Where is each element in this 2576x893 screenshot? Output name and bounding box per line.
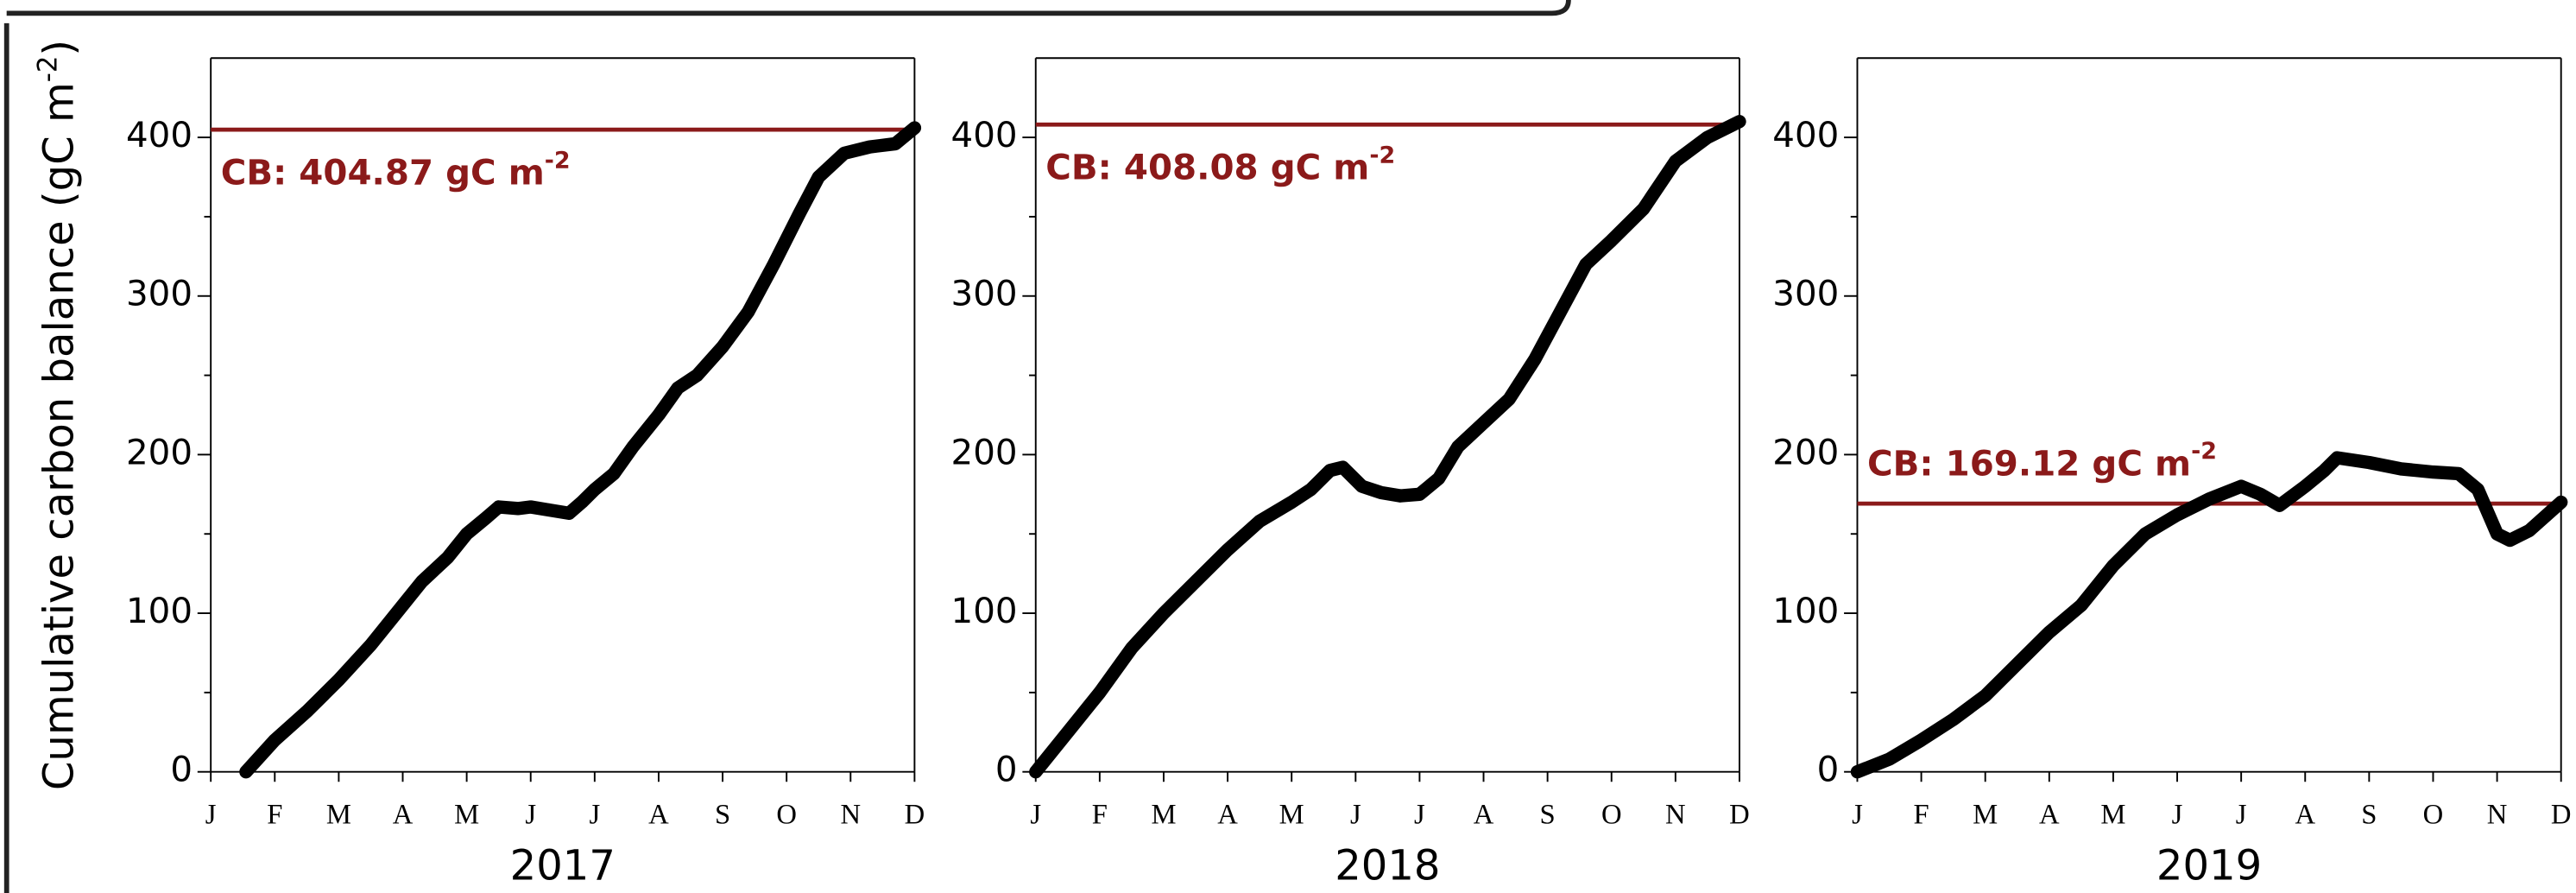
y-tick-label: 400 [1772, 115, 1839, 155]
x-tick-label: M [2100, 799, 2125, 830]
x-tick-label: A [648, 799, 669, 830]
x-tick-label: M [454, 799, 479, 830]
x-tick-label: S [715, 799, 730, 830]
x-tick-label: A [393, 799, 414, 830]
x-tick-label: M [1973, 799, 1998, 830]
x-tick-label: A [2295, 799, 2315, 830]
carbon-balance-label: CB: 169.12 gC m-2 [1867, 438, 2217, 484]
x-tick-label: J [2172, 799, 2183, 830]
x-tick-label: J [1414, 799, 1425, 830]
y-axis-label: Cumulative carbon balance (gC m-2) [32, 40, 83, 790]
x-tick-label: J [2236, 799, 2247, 830]
y-tick-label: 300 [1772, 274, 1839, 314]
x-tick-label: F [1914, 799, 1929, 830]
x-tick-label: O [776, 799, 797, 830]
y-tick-label: 0 [995, 750, 1018, 790]
x-tick-label: S [1540, 799, 1556, 830]
y-tick-label: 0 [1817, 750, 1840, 790]
x-tick-label: J [1030, 799, 1041, 830]
series-line [239, 121, 922, 779]
y-tick-label: 300 [951, 274, 1018, 314]
x-tick-label: D [905, 799, 925, 830]
frame [3, 0, 1571, 893]
x-tick-label: N [840, 799, 861, 830]
y-tick-label: 0 [170, 750, 193, 790]
panel-title: 2019 [2156, 842, 2262, 890]
x-tick-label: J [525, 799, 536, 830]
x-tick-label: D [1729, 799, 1750, 830]
x-tick-label: S [2361, 799, 2377, 830]
label-text: CB: 404.87 gC m [221, 153, 545, 193]
x-tick-label: D [2551, 799, 2572, 830]
x-tick-label: M [326, 799, 351, 830]
x-tick-label: J [589, 799, 600, 830]
label-sup: -2 [2191, 438, 2217, 465]
x-tick-label: A [1217, 799, 1238, 830]
y-tick-label: 200 [951, 432, 1018, 472]
label-text: CB: 169.12 gC m [1867, 443, 2191, 484]
y-tick-label: 200 [1772, 432, 1839, 472]
x-tick-label: O [2423, 799, 2444, 830]
x-tick-label: N [1665, 799, 1686, 830]
x-tick-label: J [205, 799, 217, 830]
y-tick-label: 400 [126, 115, 193, 155]
x-tick-label: A [1474, 799, 1494, 830]
ylabel-text: Cumulative carbon balance (gC m [35, 82, 84, 790]
x-tick-label: F [1092, 799, 1108, 830]
series-line [1850, 451, 2568, 779]
x-tick-label: F [267, 799, 282, 830]
panel-title: 2017 [510, 842, 616, 890]
carbon-balance-label: CB: 408.08 gC m-2 [1045, 142, 1395, 187]
x-tick-label: J [1350, 799, 1361, 830]
y-tick-label: 200 [126, 432, 193, 472]
carbon-balance-label: CB: 404.87 gC m-2 [221, 147, 571, 193]
x-tick-label: J [1852, 799, 1863, 830]
ylabel-sup: -2 [32, 56, 63, 83]
x-tick-label: M [1279, 799, 1304, 830]
ylabel-tail: ) [35, 40, 84, 56]
x-tick-label: M [1151, 799, 1176, 830]
series-line [1029, 115, 1746, 779]
panel-title: 2018 [1335, 842, 1440, 890]
x-tick-label: A [2039, 799, 2060, 830]
x-tick-label: O [1601, 799, 1622, 830]
y-tick-label: 300 [126, 274, 193, 314]
label-sup: -2 [1369, 142, 1395, 168]
y-tick-label: 100 [1772, 591, 1839, 631]
label-sup: -2 [545, 147, 571, 174]
y-tick-label: 100 [951, 591, 1018, 631]
label-text: CB: 408.08 gC m [1045, 148, 1369, 188]
y-tick-label: 400 [951, 115, 1018, 155]
x-tick-label: N [2487, 799, 2508, 830]
y-tick-label: 100 [126, 591, 193, 631]
